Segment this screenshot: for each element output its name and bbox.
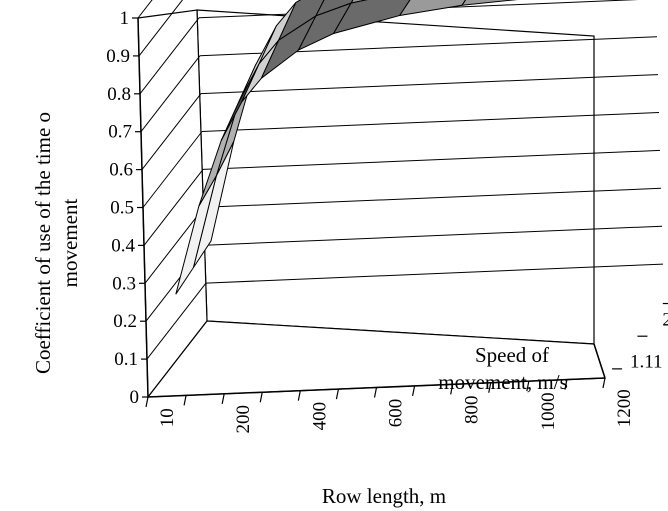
surface-cell — [460, 0, 518, 6]
x-tick-mark — [221, 393, 225, 404]
x-axis-ticks: 10 200 400 600 800 1000 1200 — [145, 377, 635, 434]
side-gridline — [143, 169, 204, 246]
x-tick-mark — [259, 392, 263, 403]
surface-cell — [398, 0, 467, 17]
surface — [175, 0, 518, 295]
z-tick-label: 0.9 — [106, 46, 130, 67]
z-tick-label: 0.6 — [109, 160, 133, 181]
side-gridline — [139, 17, 200, 95]
x-tick-mark — [411, 385, 416, 397]
y-axis-title-line1: Speed of — [475, 343, 549, 367]
x-tick-label: 200 — [233, 405, 254, 434]
x-axis-title: Row length, m — [322, 484, 446, 508]
z-axis-title-line2: movement — [58, 199, 82, 288]
x-tick-label: 1000 — [538, 392, 559, 430]
z-tick-label: 0.5 — [110, 198, 134, 219]
x-tick-mark — [602, 377, 606, 389]
x-tick-mark — [297, 390, 301, 401]
x-tick-label: 1200 — [614, 389, 635, 427]
side-gridline — [140, 55, 201, 133]
y-tick-label: 1.11 — [630, 351, 663, 372]
x-tick-mark — [488, 382, 492, 393]
back-gridline — [205, 263, 664, 284]
side-gridline — [137, 0, 153, 19]
side-gridline — [138, 0, 184, 57]
z-tick-label: 0.4 — [111, 235, 135, 256]
back-gridline — [200, 74, 659, 95]
back-wall — [196, 9, 595, 345]
z-tick-label: 0 — [130, 387, 140, 408]
y-axis-title-line2: movement, m/s — [438, 370, 568, 394]
z-tick-label: 1 — [120, 8, 130, 29]
back-gridline — [202, 149, 661, 170]
z-axis-ticks: 0 0.1 0.2 0.3 0.4 0.5 0.6 0.7 0.8 0.9 1 — [106, 8, 148, 408]
x-tick-mark — [145, 396, 149, 408]
x-tick-mark — [526, 381, 530, 392]
z-axis-title-line1: Coefficient of use of the time o — [31, 112, 55, 374]
x-tick-label: 600 — [386, 399, 407, 428]
back-gridline — [204, 225, 663, 246]
y-axis-ticks: 1.11 2.23 — [612, 302, 668, 372]
side-gridline — [142, 131, 203, 208]
x-tick-mark — [183, 395, 187, 406]
back-gridline — [201, 112, 660, 132]
y-axis-line — [593, 343, 606, 379]
x-tick-label: 400 — [309, 402, 330, 431]
side-gridline — [146, 282, 207, 360]
x-tick-mark — [373, 387, 378, 398]
side-gridline — [141, 93, 202, 170]
x-tick-label: 800 — [462, 396, 483, 425]
surface-cell — [332, 0, 411, 35]
z-tick-label: 0.3 — [112, 273, 136, 294]
y-tick-label: 2.23 — [662, 309, 668, 330]
side-gridline — [144, 206, 205, 284]
z-tick-label: 0.2 — [113, 311, 137, 332]
back-gridline — [203, 187, 662, 208]
x-tick-mark — [564, 379, 568, 390]
z-tick-label: 0.1 — [114, 349, 138, 370]
z-tick-label: 0.8 — [107, 84, 131, 105]
x-tick-label: 10 — [157, 408, 178, 427]
x-tick-mark — [450, 384, 454, 395]
z-tick-label: 0.7 — [108, 122, 132, 143]
x-tick-mark — [335, 388, 340, 400]
